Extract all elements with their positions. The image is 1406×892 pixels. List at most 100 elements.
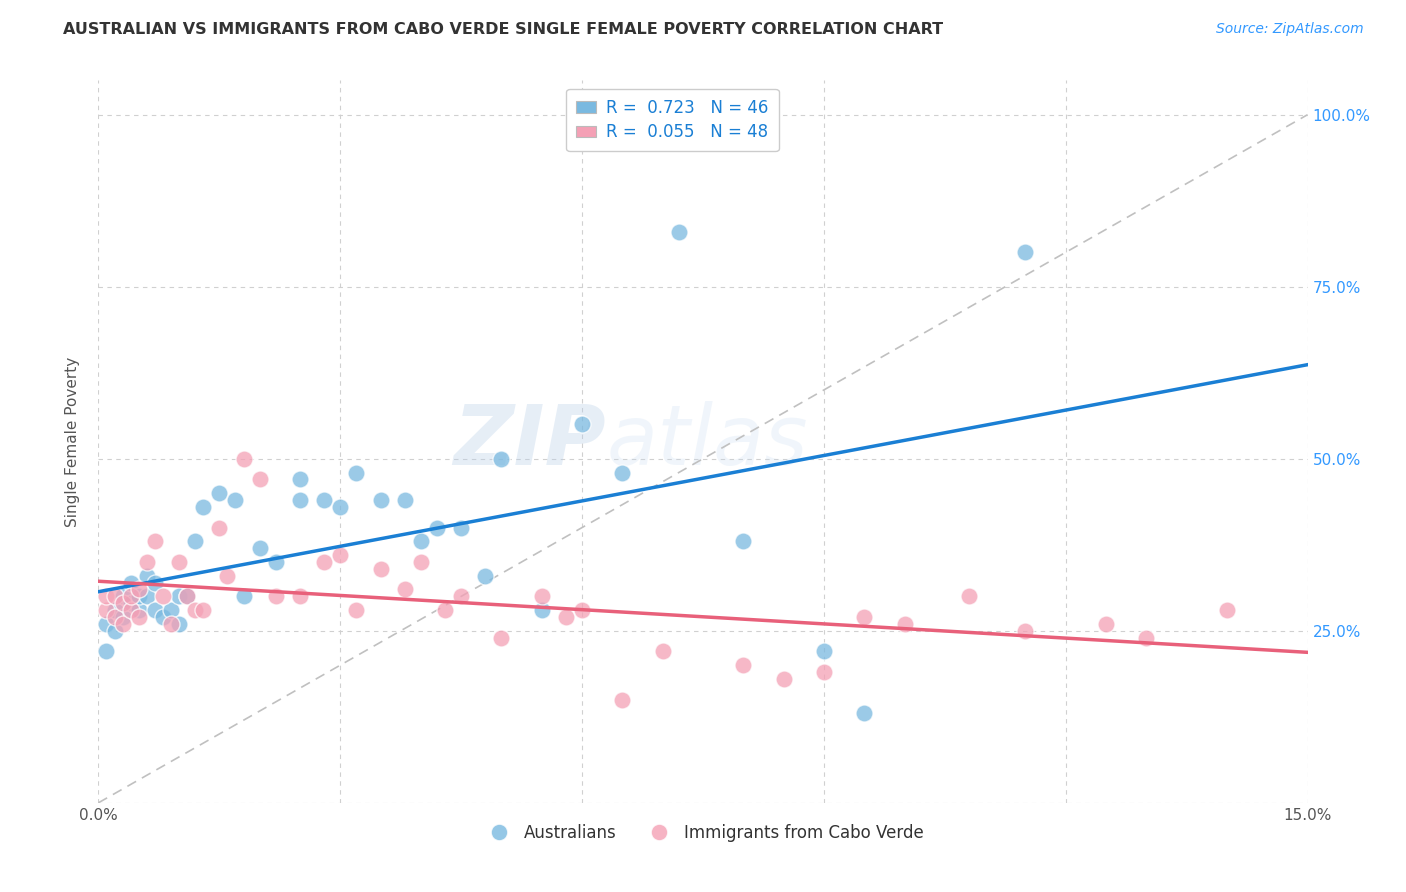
Point <box>103 603 125 617</box>
Point <box>217 568 239 582</box>
Point <box>120 603 142 617</box>
Point <box>224 493 246 508</box>
Text: atlas: atlas <box>606 401 808 482</box>
Point <box>128 582 150 597</box>
Point <box>96 616 118 631</box>
Point <box>103 610 125 624</box>
Point <box>491 631 513 645</box>
Point <box>733 658 755 673</box>
Point <box>264 555 287 569</box>
Point <box>434 603 457 617</box>
Text: ZIP: ZIP <box>454 401 606 482</box>
Point <box>160 603 183 617</box>
Point <box>96 590 118 604</box>
Point <box>128 603 150 617</box>
Point <box>555 610 578 624</box>
Point <box>111 590 134 604</box>
Point <box>329 548 352 562</box>
Point <box>450 590 472 604</box>
Point <box>813 644 835 658</box>
Point <box>530 603 553 617</box>
Point <box>193 603 215 617</box>
Point <box>167 590 190 604</box>
Point <box>772 672 794 686</box>
Text: Source: ZipAtlas.com: Source: ZipAtlas.com <box>1216 22 1364 37</box>
Point <box>96 644 118 658</box>
Point <box>571 417 593 432</box>
Point <box>1216 603 1239 617</box>
Point <box>128 610 150 624</box>
Point <box>288 472 311 486</box>
Point <box>184 534 207 549</box>
Point <box>1095 616 1118 631</box>
Point <box>135 568 157 582</box>
Point <box>135 555 157 569</box>
Point <box>612 466 634 480</box>
Point <box>288 493 311 508</box>
Y-axis label: Single Female Poverty: Single Female Poverty <box>65 357 80 526</box>
Point <box>571 603 593 617</box>
Text: AUSTRALIAN VS IMMIGRANTS FROM CABO VERDE SINGLE FEMALE POVERTY CORRELATION CHART: AUSTRALIAN VS IMMIGRANTS FROM CABO VERDE… <box>63 22 943 37</box>
Point <box>152 610 174 624</box>
Point <box>853 610 876 624</box>
Point <box>957 590 980 604</box>
Point <box>111 596 134 610</box>
Point <box>128 590 150 604</box>
Point <box>370 562 392 576</box>
Point <box>733 534 755 549</box>
Point <box>232 590 254 604</box>
Point <box>193 500 215 514</box>
Point <box>344 466 367 480</box>
Point <box>143 534 166 549</box>
Point <box>893 616 915 631</box>
Point <box>394 582 416 597</box>
Point <box>103 590 125 604</box>
Point <box>135 590 157 604</box>
Point <box>176 590 198 604</box>
Point <box>612 692 634 706</box>
Point <box>160 616 183 631</box>
Point <box>370 493 392 508</box>
Point <box>208 486 231 500</box>
Point <box>288 590 311 604</box>
Point <box>668 225 690 239</box>
Point <box>167 555 190 569</box>
Point <box>853 706 876 721</box>
Point <box>152 590 174 604</box>
Point <box>176 590 198 604</box>
Point <box>103 624 125 638</box>
Point <box>208 520 231 534</box>
Legend: Australians, Immigrants from Cabo Verde: Australians, Immigrants from Cabo Verde <box>475 817 931 848</box>
Point <box>450 520 472 534</box>
Point <box>394 493 416 508</box>
Point <box>120 590 142 604</box>
Point <box>651 644 673 658</box>
Point <box>143 603 166 617</box>
Point <box>96 603 118 617</box>
Point <box>409 555 432 569</box>
Point <box>264 590 287 604</box>
Point <box>249 472 271 486</box>
Point <box>314 555 336 569</box>
Point <box>111 616 134 631</box>
Point <box>111 610 134 624</box>
Point <box>491 451 513 466</box>
Point <box>249 541 271 556</box>
Point <box>813 665 835 679</box>
Point <box>1014 624 1036 638</box>
Point <box>426 520 449 534</box>
Point <box>329 500 352 514</box>
Point <box>344 603 367 617</box>
Point <box>120 575 142 590</box>
Point <box>167 616 190 631</box>
Point <box>474 568 496 582</box>
Point <box>184 603 207 617</box>
Point <box>1014 245 1036 260</box>
Point <box>530 590 553 604</box>
Point <box>409 534 432 549</box>
Point <box>232 451 254 466</box>
Point <box>1135 631 1157 645</box>
Point <box>143 575 166 590</box>
Point <box>314 493 336 508</box>
Point <box>120 596 142 610</box>
